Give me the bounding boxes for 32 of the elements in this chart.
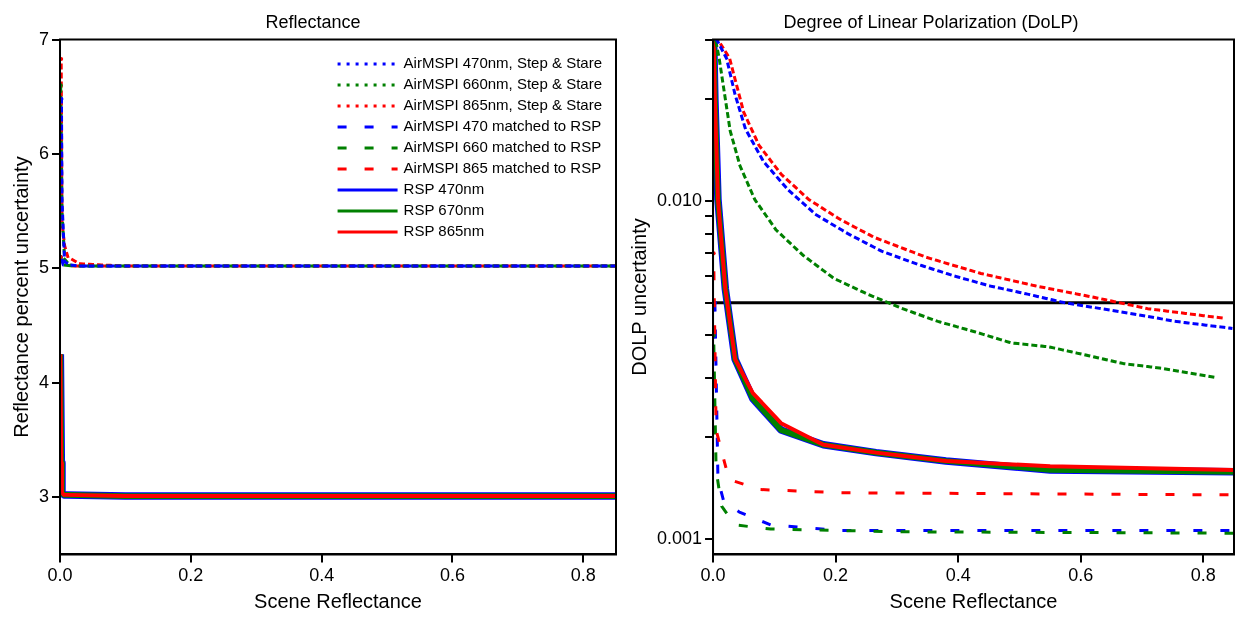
legend-label: AirMSPI 865 matched to RSP [403,159,602,177]
y-tick-label: 7 [39,28,50,49]
x-tick-label: 0.8 [1190,565,1216,586]
legend-label: RSP 470nm [403,180,485,198]
legend-label: AirMSPI 470 matched to RSP [403,117,602,135]
x-axis-title: Scene Reflectance [254,589,422,612]
y-axis-title: Reflectance percent uncertainty [9,156,32,438]
x-tick-label: 0.2 [823,565,849,586]
legend-label: AirMSPI 865nm, Step & Stare [403,96,602,114]
legend-label: RSP 670nm [403,201,485,219]
legend-label: RSP 865nm [403,222,485,240]
y-tick-label: 4 [39,371,50,392]
y-axis-title: DOLP uncertainty [627,218,650,376]
legend-label: AirMSPI 660nm, Step & Stare [403,75,602,93]
x-tick-label: 0.6 [439,565,465,586]
x-tick-label: 0.8 [570,565,596,586]
x-tick-label: 0.6 [1068,565,1094,586]
y-tick-label: 6 [39,142,50,163]
x-tick-label: 0.4 [309,565,335,586]
y-tick-label: 5 [39,257,50,278]
y-tick-label: 0.010 [657,189,703,210]
y-tick-label: 0.001 [657,527,703,548]
chart-title: Degree of Linear Polarization (DoLP) [783,11,1079,32]
legend-label: AirMSPI 660 matched to RSP [403,138,602,156]
x-tick-label: 0.0 [47,565,73,586]
chart-title: Reflectance [265,11,361,32]
legend-label: AirMSPI 470nm, Step & Stare [403,54,602,72]
x-tick-label: 0.4 [945,565,971,586]
y-tick-label: 3 [39,486,50,507]
x-tick-label: 0.2 [178,565,204,586]
x-tick-label: 0.0 [700,565,726,586]
x-axis-title: Scene Reflectance [889,589,1058,612]
